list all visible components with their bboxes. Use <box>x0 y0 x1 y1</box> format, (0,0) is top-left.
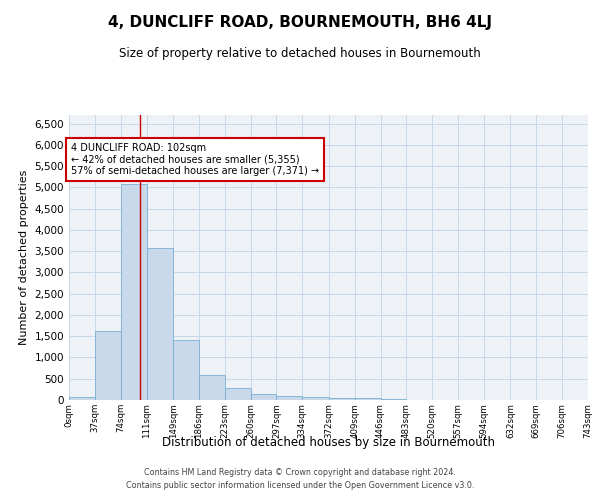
Bar <box>380 398 406 400</box>
Bar <box>69 397 95 400</box>
Bar <box>329 398 355 400</box>
Text: Contains public sector information licensed under the Open Government Licence v3: Contains public sector information licen… <box>126 480 474 490</box>
Text: Size of property relative to detached houses in Bournemouth: Size of property relative to detached ho… <box>119 48 481 60</box>
Y-axis label: Number of detached properties: Number of detached properties <box>19 170 29 345</box>
Bar <box>225 388 251 400</box>
Text: 4, DUNCLIFF ROAD, BOURNEMOUTH, BH6 4LJ: 4, DUNCLIFF ROAD, BOURNEMOUTH, BH6 4LJ <box>108 15 492 30</box>
Bar <box>121 184 146 400</box>
Bar <box>355 398 380 400</box>
Text: Distribution of detached houses by size in Bournemouth: Distribution of detached houses by size … <box>162 436 496 449</box>
Bar <box>95 331 121 400</box>
Text: Contains HM Land Registry data © Crown copyright and database right 2024.: Contains HM Land Registry data © Crown c… <box>144 468 456 477</box>
Text: 4 DUNCLIFF ROAD: 102sqm
← 42% of detached houses are smaller (5,355)
57% of semi: 4 DUNCLIFF ROAD: 102sqm ← 42% of detache… <box>71 142 319 176</box>
Bar <box>251 394 277 400</box>
Bar <box>199 376 225 400</box>
Bar <box>277 396 302 400</box>
Bar <box>173 340 199 400</box>
Bar <box>302 396 329 400</box>
Bar <box>146 248 173 400</box>
